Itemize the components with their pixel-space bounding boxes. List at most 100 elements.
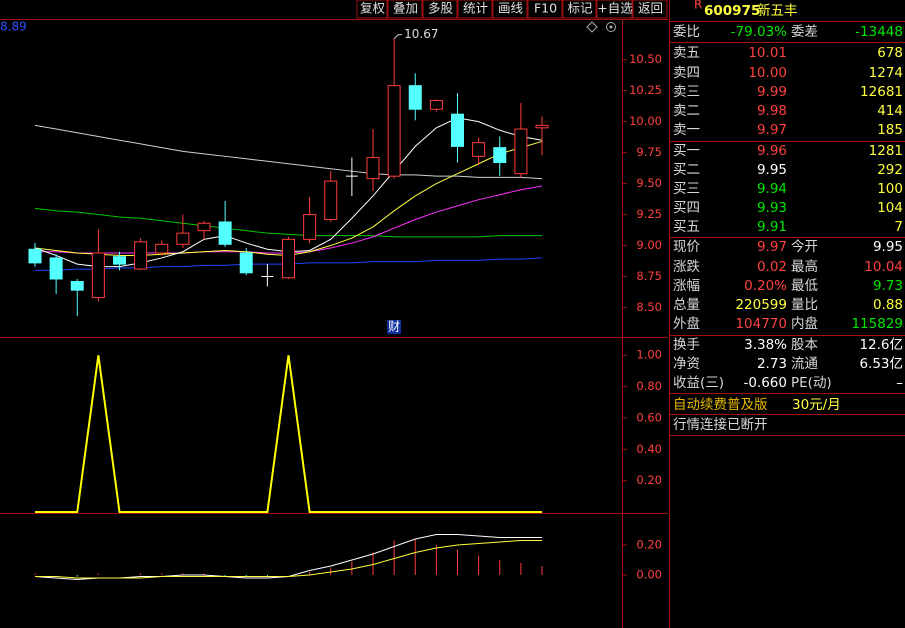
quote-value: 115829 <box>851 316 903 332</box>
candle-body <box>282 238 295 279</box>
candle-body <box>514 128 528 175</box>
marker-label: 财 <box>388 320 400 334</box>
toolbar-button[interactable] <box>596 0 633 19</box>
candle-body <box>197 222 211 232</box>
quote-label: 卖三 <box>673 84 700 100</box>
quote-label: 买四 <box>673 200 700 216</box>
quote-label: 股本 <box>791 337 819 353</box>
quote-label: 最高 <box>791 258 818 275</box>
corner-label: 8.89 <box>0 20 27 34</box>
toolbar-button[interactable] <box>527 0 563 19</box>
quote-label: 涨幅 <box>673 278 700 294</box>
series-line <box>35 540 542 579</box>
toolbar-label[interactable]: 统计 <box>463 1 488 16</box>
y-tick-label: 9.25 <box>636 207 662 221</box>
quote-value: 9.99 <box>757 84 787 100</box>
toolbar-button[interactable] <box>387 0 423 19</box>
y-tick-label: 8.50 <box>636 300 662 314</box>
candle-body <box>218 221 232 245</box>
toolbar-button[interactable] <box>492 0 528 19</box>
candle-body <box>239 252 253 274</box>
candle-body <box>91 252 105 299</box>
y-tick-label: 0.20 <box>636 538 662 552</box>
quote-value: 10.04 <box>864 259 903 275</box>
quote-label: 现价 <box>673 239 701 255</box>
quote-value: 9.95 <box>873 239 903 255</box>
y-tick-label: 0.40 <box>636 442 662 456</box>
candle-body <box>429 100 443 110</box>
candle-body <box>366 157 380 180</box>
y-tick-label: 0.80 <box>636 379 662 393</box>
toolbar-label[interactable]: 多股 <box>428 1 454 16</box>
quote-label: 委比 <box>673 24 700 40</box>
quote-status: 行情连接已断开 <box>673 416 768 433</box>
quote-label: 买五 <box>673 219 700 235</box>
icon-circle[interactable] <box>606 22 616 32</box>
quote-badge: R <box>694 0 702 12</box>
quote-notice: 自动续费普及版 <box>673 397 768 413</box>
quote-label: 总量 <box>673 297 700 313</box>
quote-value: 9.98 <box>757 103 787 119</box>
quote-value: 100 <box>877 181 903 197</box>
candle-body <box>70 280 84 291</box>
candle-body <box>155 243 169 254</box>
quote-value: 9.95 <box>757 162 787 178</box>
candle-body <box>493 147 507 164</box>
toolbar-button[interactable] <box>356 0 388 19</box>
quote-value: 0.20% <box>744 278 787 294</box>
y-tick-label: 10.00 <box>629 114 662 128</box>
icon-diamond[interactable] <box>586 21 598 33</box>
quote-label: 换手 <box>673 337 700 353</box>
toolbar-label[interactable]: 复权 <box>360 1 386 16</box>
candle-body <box>303 214 317 240</box>
quote-value: 0.02 <box>757 259 787 275</box>
quote-label: 内盘 <box>791 315 818 332</box>
candle-body <box>472 142 486 157</box>
quote-label: 流通 <box>791 356 819 372</box>
y-tick-label: 0.00 <box>636 568 662 582</box>
candle-body <box>28 248 42 264</box>
marker-box <box>387 320 402 334</box>
quote-label: 委差 <box>791 24 818 40</box>
toolbar-label[interactable]: 返回 <box>638 1 663 16</box>
quote-value: 104 <box>877 200 903 216</box>
quote-value: 292 <box>877 162 903 178</box>
toolbar-label[interactable]: 标记 <box>567 1 593 16</box>
toolbar-button[interactable] <box>562 0 597 19</box>
quote-value: 9.93 <box>757 200 787 216</box>
toolbar-label[interactable]: F10 <box>534 1 557 16</box>
candle-body <box>324 180 338 221</box>
quote-value: 678 <box>877 45 903 61</box>
quote-label: 净资 <box>673 356 700 372</box>
quote-value: 6.53亿 <box>859 356 903 372</box>
quote-value: 9.73 <box>873 278 903 294</box>
y-tick-label: 9.00 <box>636 238 662 252</box>
quote-value: 220599 <box>735 297 787 313</box>
toolbar-button[interactable] <box>632 0 668 19</box>
toolbar-label[interactable]: 画线 <box>498 1 524 16</box>
candle-body <box>49 257 63 280</box>
candle-body <box>535 124 549 129</box>
series-line <box>35 355 542 513</box>
quote-value: 185 <box>877 122 903 138</box>
toolbar-button[interactable] <box>422 0 458 19</box>
toolbar-label[interactable]: 叠加 <box>393 1 418 16</box>
quote-price: 30元/月 <box>792 397 841 413</box>
quote-value: 1274 <box>869 65 903 81</box>
quote-value: – <box>896 375 903 391</box>
quote-value: 9.97 <box>757 122 787 138</box>
candle-body <box>113 256 126 265</box>
quote-label: 买一 <box>673 143 700 159</box>
quote-value: 9.91 <box>757 219 787 235</box>
quote-label: 卖二 <box>673 103 700 119</box>
candle-body <box>176 232 190 245</box>
toolbar-label[interactable]: +自选 <box>597 1 633 16</box>
toolbar-button[interactable] <box>457 0 493 19</box>
candle-body <box>134 241 148 270</box>
quote-value: 7 <box>894 219 903 235</box>
y-tick-label: 9.75 <box>636 145 662 159</box>
quote-label: 卖一 <box>673 122 700 138</box>
icon-circle-dot <box>609 25 613 29</box>
